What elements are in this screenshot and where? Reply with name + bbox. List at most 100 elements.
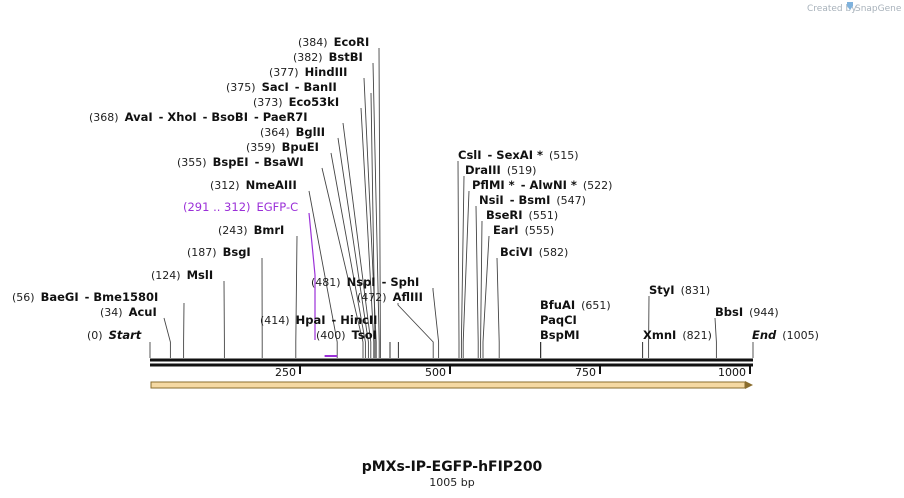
site-label-bstbi: (382) BstBI (293, 50, 363, 64)
site-label-ecori: (384) EcoRI (298, 35, 369, 49)
site-label-nmeaiii: (312) NmeAIII (210, 178, 297, 192)
site-egfp-c-part-0: (291 .. 312) (183, 200, 251, 214)
site-bspei-part-0: (355) (177, 156, 207, 169)
site-avai-part-0: (368) (89, 111, 119, 124)
site-msli-part-0: (124) (151, 269, 181, 282)
site-label-hindiii: (377) HindIII (269, 65, 347, 79)
site-bpuei-part-0: (359) (246, 141, 276, 154)
site-label-bpuei: (359) BpuEI (246, 140, 319, 154)
site-pflmi-part-1: - AlwNI * (521, 178, 577, 192)
site-bstbi-part-1: BstBI (329, 50, 363, 64)
site-bpuei-part-1: BpuEI (282, 140, 319, 154)
axis-tick-label-250: 250 (275, 366, 296, 379)
site-ecori-part-0: (384) (298, 36, 328, 49)
site-label-eco53ki: (373) Eco53kI (253, 95, 339, 109)
leader-ecori (378, 47, 381, 358)
site-eari-part-0: EarI (493, 223, 519, 237)
leader-eco53ki (360, 107, 375, 358)
axis-tick-label-500: 500 (425, 366, 446, 379)
site-label-saci: (375) SacI - BanII (226, 80, 337, 94)
leader-nsii (475, 205, 479, 358)
leader-egfp-c (308, 212, 316, 340)
leader-nspi (432, 288, 440, 358)
leader-acui (163, 317, 171, 358)
orf-arrow-body (150, 381, 746, 389)
site-bglii-part-1: BglII (296, 125, 326, 139)
axis-tick-label-750: 750 (575, 366, 596, 379)
site-avai-part-1: AvaI (125, 110, 153, 124)
dna-backbone (150, 358, 753, 367)
site-label-csli: CslI - SexAI * (515) (458, 148, 579, 162)
site-label-bsgi: (187) BsgI (187, 245, 251, 259)
site-nspi-part-1: NspI (347, 275, 376, 289)
site-nsii-part-1: - BsmI (510, 193, 551, 207)
site-nspi-part-2: - SphI (382, 275, 420, 289)
site-msli-part-1: MslI (187, 268, 214, 282)
site-saci-part-1: SacI (262, 80, 289, 94)
site-draiii-part-1: (519) (507, 164, 537, 177)
axis-tick-label-1000: 1000 (718, 366, 746, 379)
site-styi-part-1: (831) (681, 284, 711, 297)
site-styi-part-0: StyI (649, 283, 675, 297)
site-label-start: (0) Start (87, 328, 142, 342)
site-label-bglii: (364) BglII (260, 125, 325, 139)
leader-bspei (321, 167, 364, 358)
site-label-pflmi: PflMI * - AlwNI * (522) (472, 178, 612, 192)
site-label-end: End (1005) (752, 328, 819, 342)
site-csli-part-2: (515) (549, 149, 579, 162)
site-label-hpai: (414) HpaI - HincII (260, 313, 377, 327)
site-start-part-0: (0) (87, 329, 103, 342)
site-bsgi-part-1: BsgI (223, 245, 251, 259)
site-nmeaiii-part-0: (312) (210, 179, 240, 192)
site-label-styi: StyI (831) (649, 283, 710, 297)
site-pflmi-part-0: PflMI * (472, 178, 515, 192)
site-label-egfp-c: (291 .. 312) EGFP-C (183, 200, 298, 214)
snapgene-logo-icon (847, 2, 853, 10)
site-avai-part-2: - XhoI (159, 110, 197, 124)
site-bmri-part-0: (243) (218, 224, 248, 237)
site-label-msli: (124) MslI (151, 268, 213, 282)
site-hpai-part-2: - HincII (332, 313, 378, 327)
created-by-label: Created by (807, 4, 857, 14)
site-leaders (149, 47, 754, 358)
site-afliii-part-1: AflIII (393, 290, 423, 304)
site-label-bfuai: BfuAI (651) (540, 298, 611, 312)
orf-arrow (150, 381, 753, 389)
site-bfuai-part-1: (651) (581, 299, 611, 312)
site-label-nsii: NsiI - BsmI (547) (479, 193, 586, 207)
site-ecori-part-1: EcoRI (334, 35, 370, 49)
site-label-nspi: (481) NspI - SphI (311, 275, 419, 289)
leader-bstbi (372, 62, 380, 358)
leader-csli (457, 160, 460, 358)
site-bspmi-part-0: BspMI (540, 328, 580, 342)
site-bmri-part-1: BmrI (254, 223, 285, 237)
orf-arrow-head (745, 381, 753, 389)
site-bcivi-part-0: BciVI (500, 245, 533, 259)
site-xmni-part-0: XmnI (643, 328, 676, 342)
site-label-xmni: XmnI (821) (643, 328, 712, 342)
brand-name: SnapGene (855, 4, 902, 14)
site-hindiii-part-1: HindIII (305, 65, 348, 79)
site-label-bbsi: BbsI (944) (715, 305, 779, 319)
site-egfp-c-part-1: EGFP-C (257, 200, 299, 214)
leader-bmri (295, 235, 298, 358)
leader-avai (342, 122, 372, 358)
leader-draiii (460, 175, 465, 358)
site-nspi-part-0: (481) (311, 276, 341, 289)
site-eco53ki-part-1: Eco53kI (289, 95, 340, 109)
site-label-bspei: (355) BspEI - BsaWI (177, 155, 304, 169)
site-paqci-part-0: PaqCI (540, 313, 577, 327)
site-csli-part-0: CslI (458, 148, 482, 162)
site-nsii-part-0: NsiI (479, 193, 504, 207)
site-label-bmri: (243) BmrI (218, 223, 284, 237)
site-label-bspmi: BspMI (540, 328, 580, 342)
site-bglii-part-0: (364) (260, 126, 290, 139)
site-bbsi-part-1: (944) (749, 306, 779, 319)
site-draiii-part-0: DraIII (465, 163, 501, 177)
site-hindiii-part-0: (377) (269, 66, 299, 79)
site-hpai-part-1: HpaI (296, 313, 326, 327)
leader-nmeaiii (308, 190, 338, 358)
site-nsii-part-2: (547) (556, 194, 586, 207)
site-end-part-1: (1005) (782, 329, 819, 342)
